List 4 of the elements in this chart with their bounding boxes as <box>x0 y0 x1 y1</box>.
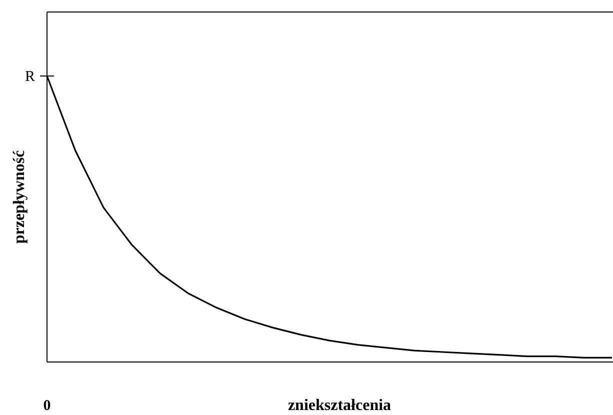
text: 0 <box>43 398 51 414</box>
y-axis-title: przepływność <box>11 150 28 244</box>
text: R <box>24 69 35 85</box>
x-axis-title: zniekształcenia <box>288 397 392 414</box>
